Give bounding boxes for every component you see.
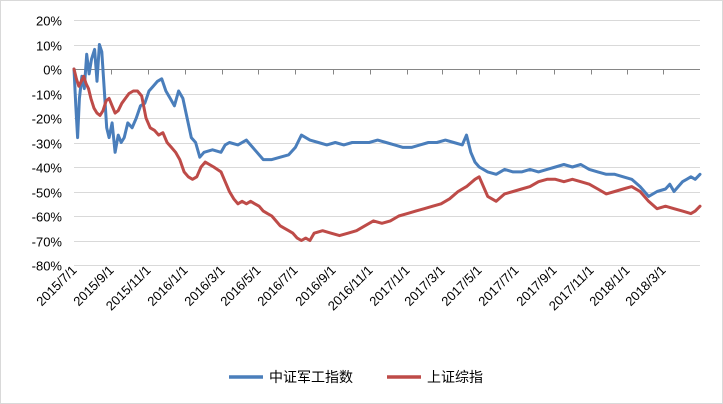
- series-lines: [72, 43, 702, 242]
- y-tick-label: -50%: [32, 186, 63, 201]
- y-tick-label: 0%: [43, 63, 62, 78]
- series-line-0: [72, 43, 702, 198]
- x-tick-label: 2017/7/1: [475, 263, 521, 309]
- y-tick-label: -70%: [32, 235, 63, 250]
- y-tick-label: -20%: [32, 112, 63, 127]
- y-tick-label: 10%: [36, 39, 62, 54]
- y-tick-label: -30%: [32, 137, 63, 152]
- legend-label-series-1: 上证综指: [427, 370, 483, 386]
- gridlines: [74, 20, 700, 266]
- y-tick-label: -10%: [32, 88, 63, 103]
- legend-label-series-0: 中证军工指数: [269, 370, 353, 386]
- y-tick-label: -80%: [32, 259, 63, 274]
- y-axis-tick-labels: 20% 10% 0% -10% -20% -30% -40% -50% -60% -70% -80%: [32, 14, 63, 274]
- x-axis: [74, 69, 700, 75]
- y-tick-label: -40%: [32, 161, 63, 176]
- series-line-1: [72, 67, 702, 242]
- y-tick-label: -60%: [32, 210, 63, 225]
- x-tick-label: 2016/7/1: [254, 263, 300, 309]
- x-axis-tick-labels: 2015/7/12015/9/12015/11/12016/1/12016/3/…: [33, 263, 668, 314]
- legend: 中证军工指数 上证综指: [229, 370, 483, 386]
- x-tick-label: 2018/3/1: [622, 263, 668, 309]
- y-tick-label: 20%: [36, 14, 62, 29]
